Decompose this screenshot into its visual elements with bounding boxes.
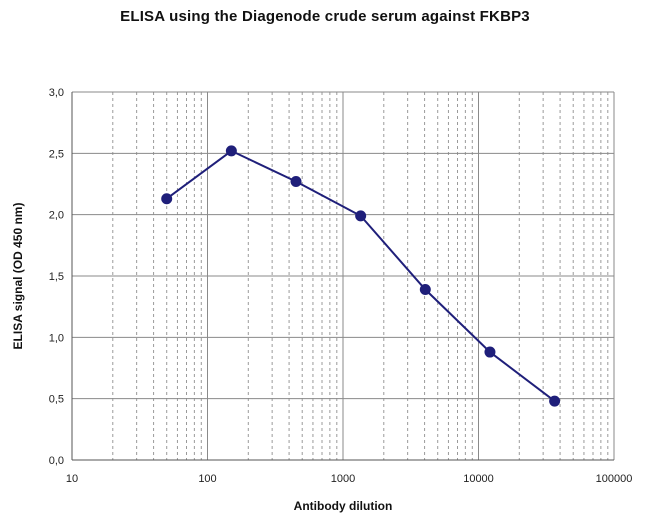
x-tick-label: 100000: [596, 473, 633, 485]
axes: [71, 92, 614, 461]
data-point: [549, 395, 561, 407]
x-tick-label: 10: [66, 473, 78, 485]
y-tick-label: 2,0: [49, 210, 64, 222]
y-tick-label: 2,5: [49, 148, 64, 160]
x-tick-label: 100: [198, 473, 216, 485]
chart-title: ELISA using the Diagenode crude serum ag…: [120, 8, 530, 25]
data-point: [484, 346, 496, 358]
data-point: [419, 283, 431, 295]
data-point: [161, 193, 173, 205]
x-axis-title: Antibody dilution: [294, 499, 393, 513]
data-point: [225, 145, 237, 157]
y-tick-label: 1,5: [49, 271, 64, 283]
y-axis-title: ELISA signal (OD 450 nm): [11, 203, 25, 350]
y-tick-label: 3,0: [49, 87, 64, 99]
data-point: [355, 210, 367, 222]
tick-labels: 10 100 1000 10000 100000 0,0 0,5 1,0 1,5 2,0 2,5 3,…: [49, 87, 633, 485]
grid-lines: [71, 91, 615, 461]
data-point: [290, 176, 302, 188]
data-series: [161, 145, 561, 407]
x-tick-label: 10000: [463, 473, 494, 485]
y-tick-label: 1,0: [49, 332, 64, 344]
x-tick-label: 1000: [331, 473, 355, 485]
y-tick-label: 0,0: [49, 455, 64, 467]
y-tick-label: 0,5: [49, 394, 64, 406]
